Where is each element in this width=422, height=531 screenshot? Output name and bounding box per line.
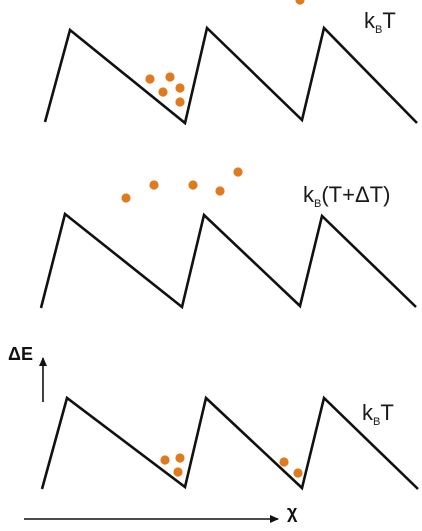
particle (188, 180, 198, 190)
temperature-label-top: kBT (364, 8, 396, 36)
position-axis: χ (24, 502, 298, 523)
potential-sawtooth-top (43, 25, 418, 126)
particle (121, 193, 131, 203)
position-axis-label: χ (287, 502, 298, 522)
particle (165, 72, 175, 82)
particle (175, 453, 185, 463)
potential-sawtooth-bottom (40, 395, 419, 491)
particle (160, 455, 170, 465)
panel-middle: kB(T+ΔT) (39, 167, 417, 310)
particles-middle (121, 167, 243, 203)
particles-top (145, 0, 305, 107)
particle (295, 0, 305, 5)
particle (145, 74, 155, 84)
particle (175, 83, 185, 93)
panel-bottom: kBT (40, 395, 419, 491)
particle (158, 87, 168, 97)
particle (293, 468, 303, 478)
energy-axis: ΔE (8, 344, 47, 402)
particle (173, 467, 183, 477)
particle (233, 167, 243, 177)
temperature-label-bottom: kBT (362, 400, 394, 428)
particles-bottom (160, 453, 303, 478)
particle (175, 97, 185, 107)
energy-axis-label: ΔE (8, 344, 33, 364)
particle (279, 457, 289, 467)
potential-sawtooth-middle (39, 211, 417, 310)
particle (149, 180, 159, 190)
particle (215, 186, 225, 196)
temperature-label-middle: kB(T+ΔT) (303, 182, 390, 210)
panel-top: kBT (43, 0, 418, 126)
